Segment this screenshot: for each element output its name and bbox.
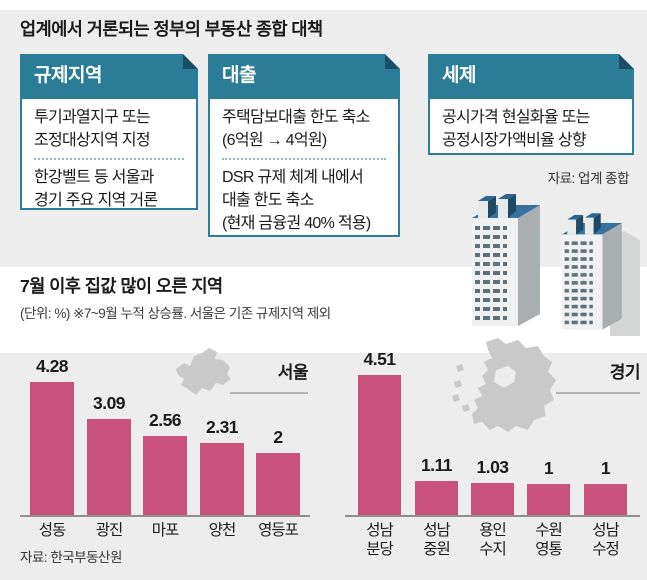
bar-label: 성남 분당 bbox=[366, 522, 394, 558]
page-title: 업계에서 거론되는 정부의 부동산 종합 대책 bbox=[20, 19, 323, 39]
chart-section-subtitle: (단위: %) ※7~9월 누적 상승률. 서울은 기존 규제지역 제외 bbox=[20, 306, 331, 321]
policy-box-body: 공시가격 현실화율 또는 공정시장가액비율 상향 bbox=[428, 97, 634, 155]
bar bbox=[584, 484, 627, 515]
bar-label: 성남 중원 bbox=[423, 522, 451, 558]
policy-box-header: 세제 bbox=[428, 54, 634, 97]
policy-box-header-label: 대출 bbox=[222, 65, 256, 86]
bar-label: 성동 bbox=[38, 522, 67, 539]
policy-box-header: 대출 bbox=[208, 54, 400, 97]
policy-box-header: 규제지역 bbox=[20, 54, 198, 97]
gyeonggi-bar-chart: 4.51 1.11 1.03 1 1 성남 분당 성남 중원 용인 수지 수원 … bbox=[345, 345, 640, 558]
policy-item: 투기과열지구 또는 조정대상지역 지정 bbox=[34, 109, 151, 149]
bar-value: 3.09 bbox=[92, 393, 126, 413]
bar-label: 수원 영통 bbox=[535, 522, 563, 558]
bar-value: 1.03 bbox=[476, 457, 509, 477]
policy-box-header-label: 세제 bbox=[442, 65, 476, 86]
bar bbox=[358, 375, 401, 515]
legend-gyeonggi: 경기 bbox=[556, 358, 641, 394]
bar-value: 1 bbox=[600, 458, 611, 478]
bar bbox=[471, 483, 514, 515]
bar-value: 4.51 bbox=[363, 349, 396, 369]
policy-box-regulated-area: 규제지역 투기과열지구 또는 조정대상지역 지정 한강벨트 등 서울과 경기 주… bbox=[20, 54, 198, 210]
policy-box-loans: 대출 주택담보대출 한도 축소 (6억원 → 4억원) DSR 규제 체계 내에… bbox=[208, 54, 400, 237]
bar bbox=[87, 419, 131, 515]
policy-item: DSR 규제 체계 내에서 대출 한도 축소 (현재 금융권 40% 적용) bbox=[222, 169, 371, 232]
bar bbox=[143, 436, 187, 515]
dotted-divider bbox=[34, 158, 184, 160]
source-top: 자료: 업계 종합 bbox=[547, 171, 630, 186]
folded-corner-icon bbox=[183, 54, 198, 69]
dotted-divider bbox=[222, 158, 386, 160]
policy-item: 한강벨트 등 서울과 경기 주요 지역 거론 bbox=[34, 169, 158, 209]
bar-label: 용인 수지 bbox=[479, 522, 507, 558]
bar-label: 성남 수정 bbox=[592, 522, 620, 558]
bar bbox=[200, 443, 244, 515]
bar-label: 광진 bbox=[95, 522, 124, 539]
bar-label: 양천 bbox=[208, 522, 237, 539]
bar-value: 4.28 bbox=[35, 356, 69, 376]
bar-value: 1 bbox=[543, 458, 554, 478]
seoul-map-icon bbox=[176, 348, 231, 395]
chart-section-title: 7월 이후 집값 많이 오른 지역 bbox=[20, 276, 223, 296]
bar-label: 마포 bbox=[151, 522, 180, 539]
top-margin-strip bbox=[0, 0, 647, 10]
bar bbox=[30, 382, 74, 515]
bar bbox=[256, 453, 300, 515]
bar bbox=[527, 484, 570, 515]
folded-corner-icon bbox=[385, 54, 400, 69]
gyeonggi-map-icon bbox=[452, 338, 556, 432]
bar-value: 2 bbox=[273, 427, 283, 447]
legend-seoul: 서울 bbox=[230, 358, 309, 394]
policy-box-tax: 세제 공시가격 현실화율 또는 공정시장가액비율 상향 bbox=[428, 54, 634, 155]
policy-box-body: 투기과열지구 또는 조정대상지역 지정 한강벨트 등 서울과 경기 주요 지역 … bbox=[20, 97, 198, 210]
bar bbox=[415, 481, 458, 515]
policy-item: 공시가격 현실화율 또는 공정시장가액비율 상향 bbox=[442, 109, 590, 149]
policy-box-body: 주택담보대출 한도 축소 (6억원 → 4억원) DSR 규제 체계 내에서 대… bbox=[208, 97, 400, 237]
bar-value: 2.31 bbox=[205, 417, 239, 437]
folded-corner-icon bbox=[619, 54, 634, 69]
bar-label: 영등포 bbox=[258, 522, 299, 539]
policy-item: 주택담보대출 한도 축소 (6억원 → 4억원) bbox=[222, 109, 370, 149]
seoul-bar-chart: 4.28 3.09 2.56 2.31 2 성동 광진 마포 양천 영등포 bbox=[20, 345, 310, 539]
apartment-buildings-icon bbox=[472, 194, 640, 336]
policy-box-header-label: 규제지역 bbox=[34, 65, 102, 86]
bar-value: 2.56 bbox=[148, 410, 182, 430]
source-bottom: 자료: 한국부동산원 bbox=[20, 550, 122, 565]
bar-value: 1.11 bbox=[420, 455, 453, 475]
